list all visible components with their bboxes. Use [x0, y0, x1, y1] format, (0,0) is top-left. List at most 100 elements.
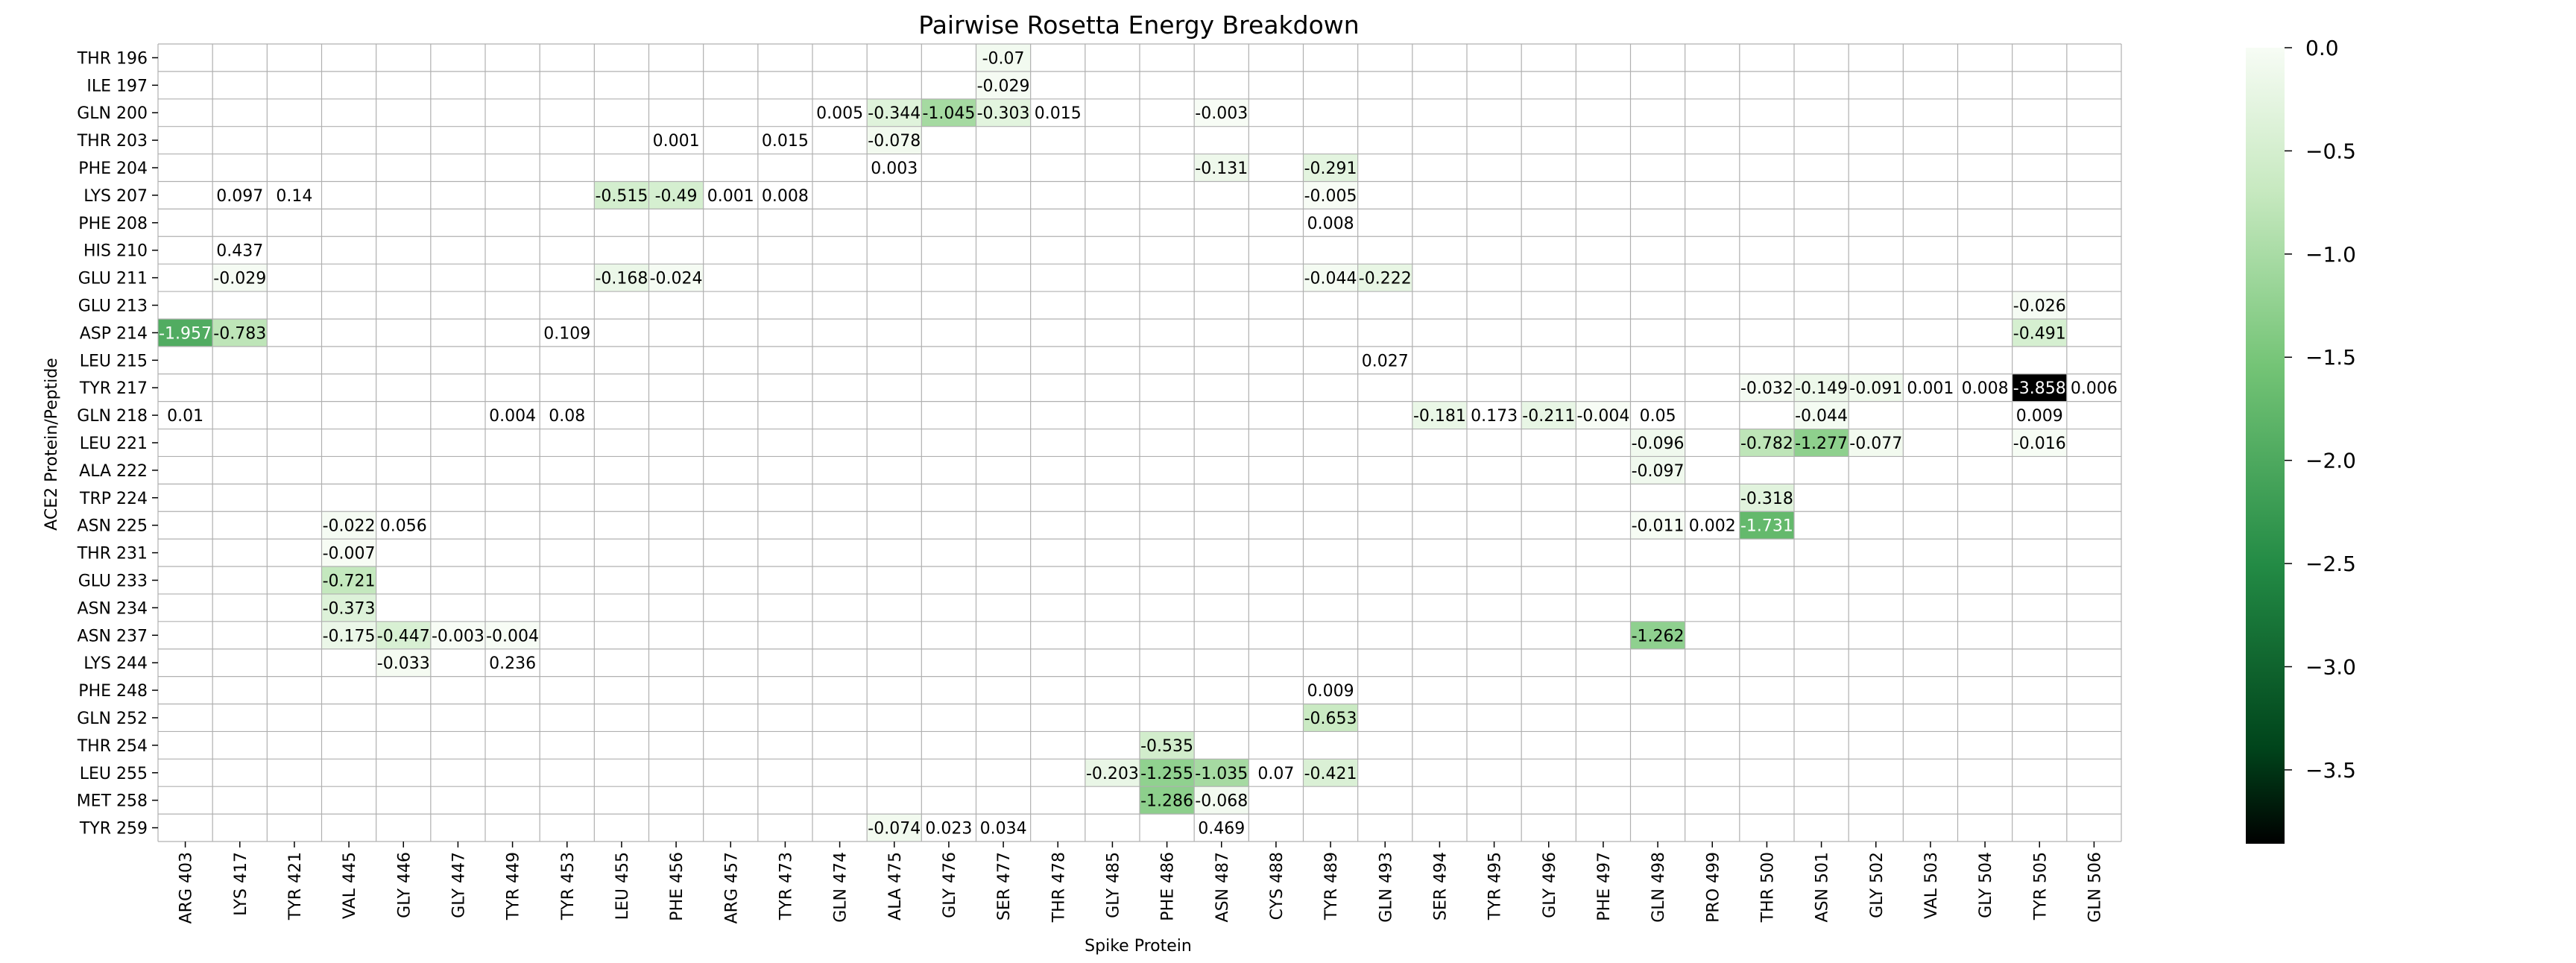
cell-value-label: 0.001	[653, 132, 700, 151]
heatmap-cell	[976, 71, 1031, 99]
heatmap-cell	[1303, 264, 1358, 292]
cell-value-label: -0.022	[323, 517, 376, 536]
y-tick-label: MET 258	[77, 792, 148, 811]
y-tick-label: TYR 217	[79, 379, 148, 398]
cell-value-label: -0.783	[213, 324, 266, 343]
cell-value-label: -0.033	[377, 654, 430, 673]
heatmap-cell	[1140, 759, 1195, 787]
cell-value-label: -0.535	[1140, 737, 1193, 756]
x-tick-label: PHE 456	[668, 852, 686, 921]
y-tick-label: GLN 200	[77, 104, 148, 123]
cell-value-label: 0.437	[216, 242, 263, 261]
heatmap-cell	[1085, 759, 1140, 787]
x-tick-label: TYR 449	[505, 852, 523, 921]
y-tick-label: ASP 214	[80, 324, 148, 343]
y-tick-label: GLU 233	[78, 572, 148, 590]
x-axis-ticks: ARG 403 LYS 417 TYR 421 VAL 445 GLY 446 GLY 4…	[177, 842, 2104, 923]
x-tick-label: THR 478	[1049, 852, 1068, 923]
x-tick-label: GLY 485	[1104, 852, 1123, 918]
heatmap-cell	[1794, 401, 1849, 429]
cell-value-label: -0.029	[213, 270, 266, 288]
heatmap-cell	[1794, 373, 1849, 402]
cell-value-label: 0.236	[489, 654, 536, 673]
x-tick-label: TYR 505	[2031, 852, 2050, 921]
cell-value-label: -0.211	[1522, 407, 1575, 426]
x-tick-label: GLY 502	[1868, 852, 1887, 918]
cell-value-label: -0.303	[977, 104, 1030, 123]
cell-value-label: -0.344	[868, 104, 921, 123]
cell-value-label: -1.286	[1140, 792, 1193, 811]
heatmap-cell	[1630, 456, 1685, 484]
colorbar-tick-label: 0.0	[2305, 36, 2339, 60]
cell-value-label: -0.026	[2013, 297, 2066, 316]
x-tick-label: GLY 446	[395, 852, 414, 918]
heatmap-cell	[321, 566, 376, 594]
x-tick-label: ALA 475	[886, 852, 905, 921]
cell-value-label: 0.008	[1962, 379, 2009, 398]
heatmap-cell	[1194, 759, 1249, 787]
heatmap-grid	[157, 43, 2122, 842]
y-tick-label: PHE 208	[78, 215, 148, 233]
cell-value-label: 0.005	[816, 104, 863, 123]
heatmap-cell	[976, 98, 1031, 127]
cell-value-label: 0.006	[2071, 379, 2118, 398]
cell-value-label: -1.255	[1140, 765, 1193, 783]
cell-value-label: -1.731	[1740, 517, 1793, 536]
y-tick-label: PHE 248	[78, 682, 148, 701]
cell-value-label: 0.023	[925, 820, 972, 839]
y-tick-label: ASN 225	[78, 517, 148, 536]
x-tick-label: ARG 457	[722, 852, 741, 923]
cell-value-label: -0.421	[1304, 765, 1357, 783]
heatmap-cell	[321, 511, 376, 540]
heatmap-cell	[1303, 154, 1358, 182]
colorbar-tick-label: −1.0	[2305, 242, 2356, 267]
cell-value-label: -0.011	[1632, 517, 1685, 536]
cell-value-label: 0.004	[489, 407, 536, 426]
y-axis-ticks: THR 196 ILE 197 GLN 200 THR 203 PHE 204 LYS 2…	[77, 49, 158, 839]
heatmap-cell	[1739, 373, 1794, 402]
cell-value-label: -0.782	[1740, 435, 1793, 453]
x-tick-label: CYS 488	[1268, 852, 1287, 920]
heatmap-cell	[1630, 429, 1685, 457]
heatmap-cell	[212, 318, 268, 347]
heatmap-cell	[867, 126, 922, 154]
colorbar-tick-label: −1.5	[2305, 345, 2356, 370]
heatmap-cell	[1194, 154, 1249, 182]
y-tick-label: GLU 211	[78, 270, 148, 288]
heatmap-cell	[1576, 401, 1631, 429]
y-tick-label: TRP 224	[79, 490, 148, 508]
y-tick-label: LEU 255	[80, 765, 148, 783]
heatmap-cell	[1303, 759, 1358, 787]
colorbar-tick-label: −2.5	[2305, 552, 2356, 576]
cell-value-label: -0.721	[323, 572, 376, 590]
heatmap-cell	[485, 621, 540, 649]
y-tick-label: THR 254	[77, 737, 148, 756]
heatmap-cell	[1849, 429, 1904, 457]
cell-value-label: 0.08	[549, 407, 585, 426]
colorbar: 0.0 −0.5 −1.0 −1.5 −2.0 −2.5 −3.0 −3.5	[2246, 36, 2356, 844]
cell-value-label: -0.024	[650, 270, 703, 288]
y-tick-label: THR 203	[77, 132, 148, 151]
heatmap-cell	[1739, 511, 1794, 540]
y-tick-label: GLU 213	[78, 297, 148, 316]
x-tick-label: TYR 495	[1486, 852, 1505, 921]
cell-value-label: 0.009	[1307, 682, 1354, 701]
x-tick-label: ASN 501	[1813, 852, 1832, 922]
heatmap-cell	[1140, 731, 1195, 760]
cell-value-label: 0.01	[167, 407, 203, 426]
cell-value-label: 0.002	[1689, 517, 1736, 536]
cell-value-label: -0.131	[1195, 160, 1248, 178]
cell-value-label: -0.149	[1795, 379, 1848, 398]
cell-value-label: 0.14	[276, 187, 312, 206]
cell-value-label: -0.491	[2013, 324, 2066, 343]
y-tick-label: ILE 197	[86, 77, 148, 95]
heatmap-cell	[321, 621, 376, 649]
heatmap-cell	[1739, 429, 1794, 457]
cell-value-label: 0.056	[380, 517, 427, 536]
x-axis-label: Spike Protein	[1085, 937, 1192, 956]
x-tick-label: ARG 403	[177, 852, 196, 923]
cell-value-label: -1.277	[1795, 435, 1848, 453]
colorbar-tick-label: −3.5	[2305, 758, 2356, 783]
x-tick-label: THR 500	[1758, 852, 1777, 923]
x-tick-label: GLN 498	[1650, 852, 1668, 923]
